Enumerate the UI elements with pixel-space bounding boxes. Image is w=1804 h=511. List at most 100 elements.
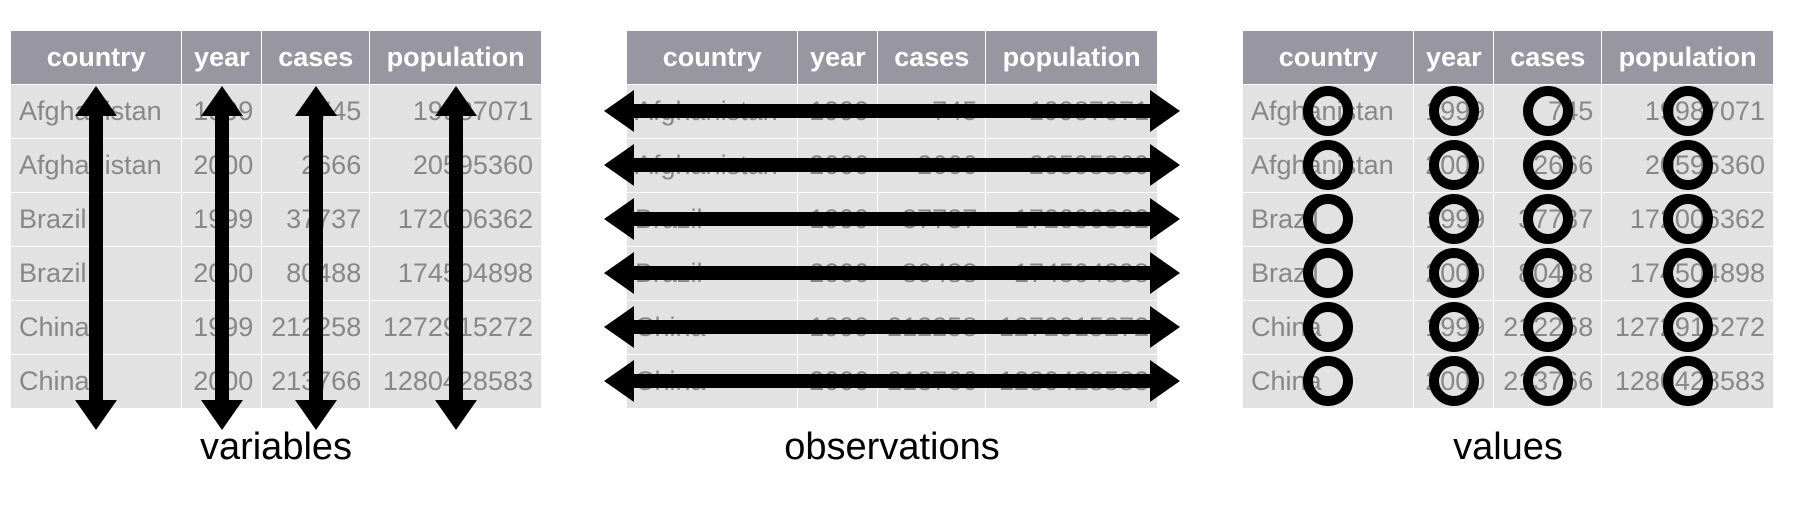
- table-header-row: countryyearcasespopulation: [1243, 31, 1774, 85]
- column-header-cases: cases: [878, 31, 986, 85]
- table-header-row: countryyearcasespopulation: [627, 31, 1158, 85]
- cell-year: 2000: [182, 355, 262, 409]
- table-row: Afghanistan2000266620595360: [627, 139, 1158, 193]
- cell-year: 1999: [1414, 301, 1494, 355]
- cell-year: 2000: [798, 247, 878, 301]
- cell-cases: 80488: [878, 247, 986, 301]
- cell-population: 1280428583: [1602, 355, 1774, 409]
- column-header-cases: cases: [262, 31, 370, 85]
- cell-country: China: [1243, 301, 1414, 355]
- column-header-country: country: [1243, 31, 1414, 85]
- cell-population: 174504898: [986, 247, 1158, 301]
- cell-year: 2000: [182, 247, 262, 301]
- column-header-cases: cases: [1494, 31, 1602, 85]
- panel-observations: countryyearcasespopulationAfghanistan199…: [626, 30, 1158, 469]
- cell-year: 1999: [798, 85, 878, 139]
- cell-population: 172006362: [1602, 193, 1774, 247]
- cell-year: 1999: [182, 193, 262, 247]
- cell-country: Brazil: [627, 247, 798, 301]
- cell-population: 1280428583: [986, 355, 1158, 409]
- cell-cases: 37737: [1494, 193, 1602, 247]
- cell-population: 172006362: [370, 193, 542, 247]
- cell-year: 1999: [182, 85, 262, 139]
- table-row: China20002137661280428583: [627, 355, 1158, 409]
- cell-cases: 745: [878, 85, 986, 139]
- cell-country: Afghanistan: [627, 139, 798, 193]
- cell-country: Afghanistan: [11, 85, 182, 139]
- cell-cases: 2666: [1494, 139, 1602, 193]
- table-row: Brazil199937737172006362: [11, 193, 542, 247]
- cell-population: 1272915272: [986, 301, 1158, 355]
- table-row: China20002137661280428583: [11, 355, 542, 409]
- cell-population: 1280428583: [370, 355, 542, 409]
- cell-year: 1999: [798, 301, 878, 355]
- cell-population: 1272915272: [1602, 301, 1774, 355]
- cell-country: Brazil: [627, 193, 798, 247]
- cell-country: China: [627, 355, 798, 409]
- column-header-population: population: [1602, 31, 1774, 85]
- cell-cases: 213766: [878, 355, 986, 409]
- column-header-population: population: [986, 31, 1158, 85]
- cell-country: Brazil: [11, 247, 182, 301]
- cell-country: Afghanistan: [627, 85, 798, 139]
- caption-values: values: [1453, 426, 1563, 469]
- table-row: Brazil200080488174504898: [11, 247, 542, 301]
- cell-country: Brazil: [1243, 247, 1414, 301]
- column-header-country: country: [627, 31, 798, 85]
- cell-population: 19987071: [370, 85, 542, 139]
- cell-population: 20595360: [986, 139, 1158, 193]
- table-row: China19992122581272915272: [1243, 301, 1774, 355]
- cell-cases: 212258: [878, 301, 986, 355]
- table-row: Brazil199937737172006362: [627, 193, 1158, 247]
- cell-country: Afghanistan: [11, 139, 182, 193]
- table-row: Afghanistan199974519987071: [627, 85, 1158, 139]
- table-row: Afghanistan199974519987071: [1243, 85, 1774, 139]
- table-header-row: countryyearcasespopulation: [11, 31, 542, 85]
- caption-observations: observations: [784, 426, 999, 469]
- cell-cases: 2666: [878, 139, 986, 193]
- cell-country: China: [11, 301, 182, 355]
- column-header-year: year: [798, 31, 878, 85]
- cell-year: 1999: [182, 301, 262, 355]
- table-box: countryyearcasespopulationAfghanistan199…: [626, 30, 1158, 408]
- column-header-year: year: [1414, 31, 1494, 85]
- cell-population: 174504898: [370, 247, 542, 301]
- table-row: Afghanistan2000266620595360: [1243, 139, 1774, 193]
- cell-cases: 745: [262, 85, 370, 139]
- cell-population: 20595360: [370, 139, 542, 193]
- cell-population: 174504898: [1602, 247, 1774, 301]
- cell-year: 2000: [798, 139, 878, 193]
- table-row: China20002137661280428583: [1243, 355, 1774, 409]
- cell-year: 1999: [1414, 85, 1494, 139]
- cell-cases: 213766: [262, 355, 370, 409]
- cell-year: 1999: [1414, 193, 1494, 247]
- table-row: Afghanistan199974519987071: [11, 85, 542, 139]
- cell-country: China: [627, 301, 798, 355]
- cell-cases: 212258: [262, 301, 370, 355]
- cell-cases: 37737: [262, 193, 370, 247]
- table-box: countryyearcasespopulationAfghanistan199…: [1242, 30, 1774, 408]
- column-header-year: year: [182, 31, 262, 85]
- caption-variables: variables: [200, 426, 352, 469]
- cell-cases: 745: [1494, 85, 1602, 139]
- table-row: Brazil199937737172006362: [1243, 193, 1774, 247]
- panel-variables: countryyearcasespopulationAfghanistan199…: [10, 30, 542, 469]
- cell-country: Brazil: [1243, 193, 1414, 247]
- cell-country: China: [11, 355, 182, 409]
- cell-year: 1999: [798, 193, 878, 247]
- table-row: Brazil200080488174504898: [1243, 247, 1774, 301]
- cell-year: 2000: [1414, 355, 1494, 409]
- cell-year: 2000: [798, 355, 878, 409]
- cell-cases: 80488: [262, 247, 370, 301]
- table-row: China19992122581272915272: [627, 301, 1158, 355]
- cell-population: 19987071: [986, 85, 1158, 139]
- cell-cases: 213766: [1494, 355, 1602, 409]
- cell-year: 2000: [1414, 139, 1494, 193]
- panel-values: countryyearcasespopulationAfghanistan199…: [1242, 30, 1774, 469]
- column-header-population: population: [370, 31, 542, 85]
- cell-cases: 37737: [878, 193, 986, 247]
- table-row: Afghanistan2000266620595360: [11, 139, 542, 193]
- cell-country: Brazil: [11, 193, 182, 247]
- table-row: Brazil200080488174504898: [627, 247, 1158, 301]
- cell-year: 2000: [182, 139, 262, 193]
